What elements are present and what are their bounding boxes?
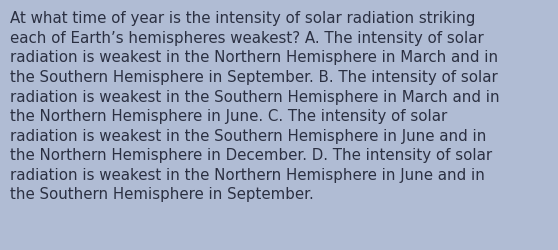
Text: At what time of year is the intensity of solar radiation striking
each of Earth’: At what time of year is the intensity of… xyxy=(10,11,499,202)
